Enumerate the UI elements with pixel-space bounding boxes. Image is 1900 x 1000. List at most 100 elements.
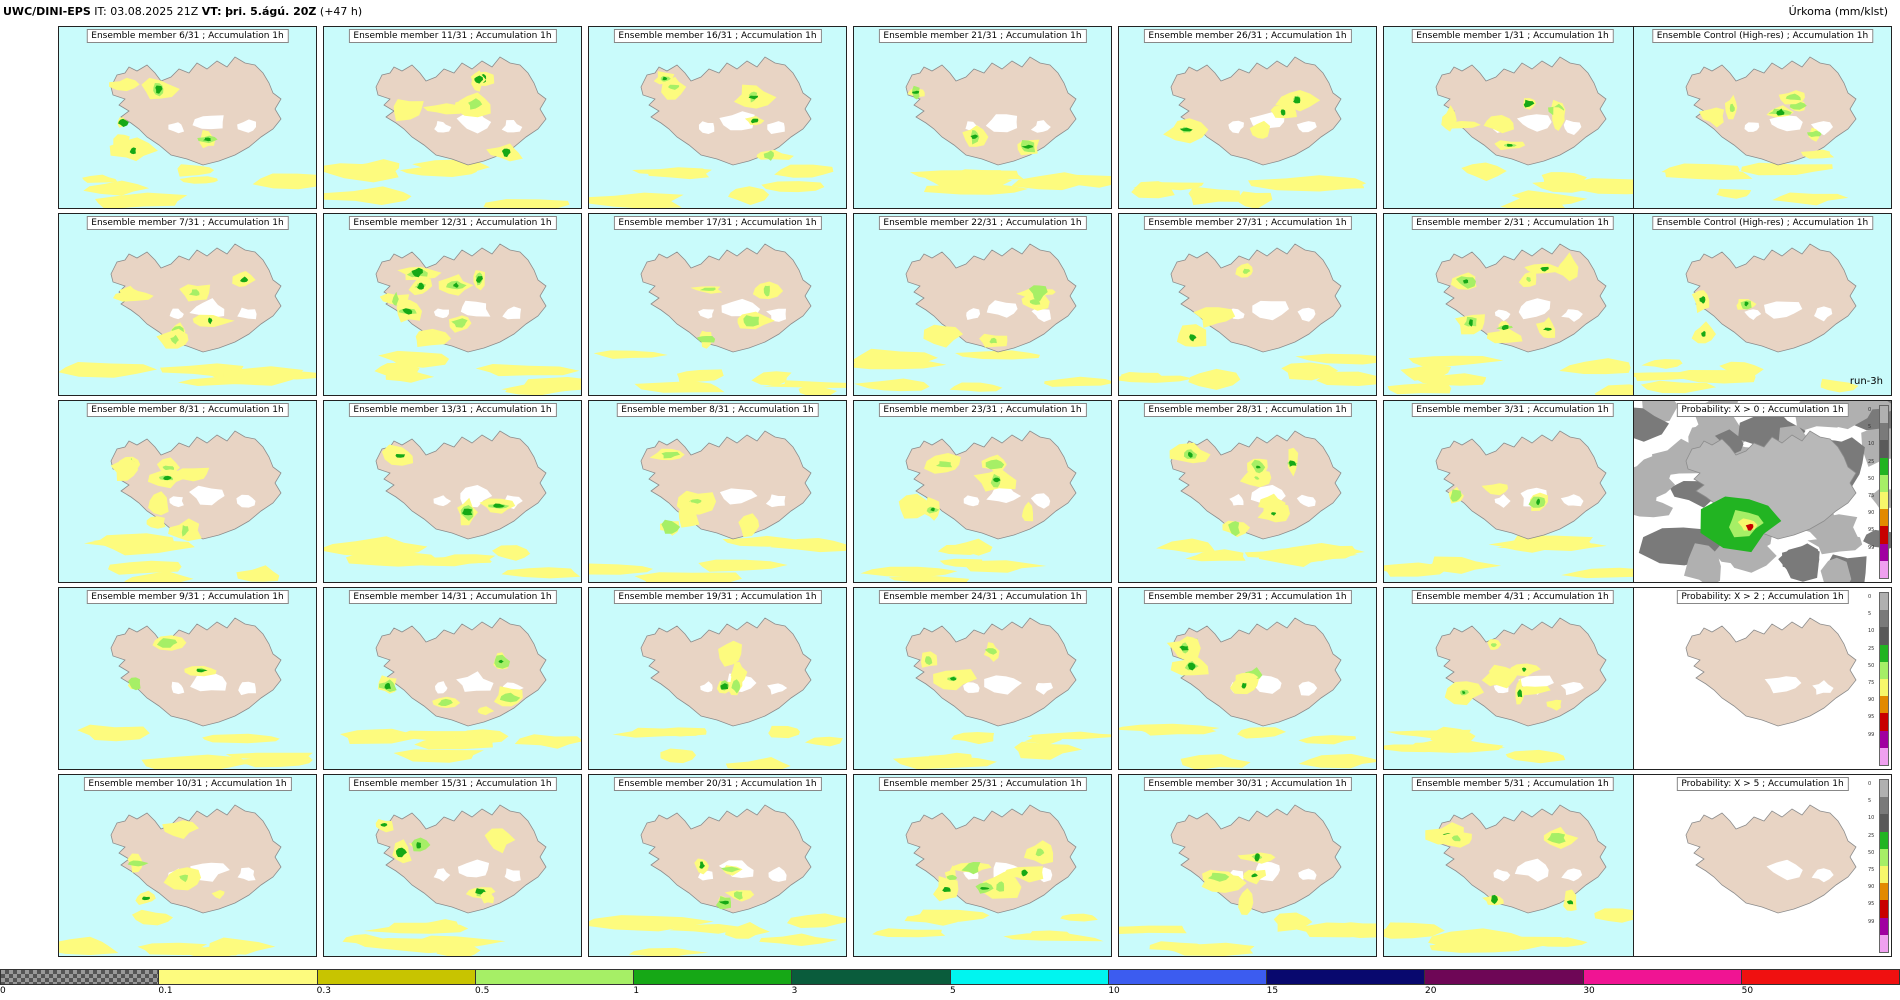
probability-legend-label: 90 — [1868, 884, 1875, 891]
probability-legend-label: 10 — [1868, 815, 1875, 822]
panel-title: Ensemble member 23/31 ; Accumulation 1h — [878, 403, 1087, 417]
ensemble-member-panel: Ensemble member 7/31 ; Accumulation 1h — [58, 213, 317, 396]
panel-title: Ensemble Control (High-res) ; Accumulati… — [1651, 29, 1874, 43]
precip-map — [59, 588, 316, 769]
probability-legend-swatch: 25 — [1868, 644, 1888, 662]
colorbar-swatch — [1583, 970, 1742, 984]
panel-title: Ensemble member 8/31 ; Accumulation 1h — [616, 403, 819, 417]
probability-legend-swatch: 10 — [1868, 627, 1888, 645]
probability-map — [1634, 588, 1891, 769]
ensemble-member-panel: Ensemble member 16/31 ; Accumulation 1h — [588, 26, 847, 209]
probability-legend-swatch — [1880, 560, 1888, 579]
ensemble-member-panel: Ensemble member 20/31 ; Accumulation 1h — [588, 774, 847, 957]
ensemble-member-panel: Ensemble member 13/31 ; Accumulation 1h — [323, 400, 582, 583]
probability-legend-label: 25 — [1868, 645, 1875, 652]
panel-title: Ensemble member 3/31 ; Accumulation 1h — [1411, 403, 1614, 417]
precip-map — [1119, 27, 1376, 208]
ensemble-member-panel: Ensemble member 9/31 ; Accumulation 1h — [58, 587, 317, 770]
ensemble-member-panel: Ensemble member 27/31 ; Accumulation 1h — [1118, 213, 1377, 396]
ensemble-member-panel: Ensemble member 29/31 ; Accumulation 1h — [1118, 587, 1377, 770]
precip-map — [1119, 401, 1376, 582]
probability-legend-swatch: 99 — [1868, 917, 1888, 935]
panel-title: Probability: X > 0 ; Accumulation 1h — [1676, 403, 1849, 417]
precip-map — [589, 27, 846, 208]
probability-legend-swatch: 95 — [1868, 900, 1888, 918]
forecast-info: UWC/DINI-EPS IT: 03.08.2025 21Z VT: þri.… — [3, 5, 362, 18]
probability-legend-label: 50 — [1868, 475, 1875, 482]
valid-time: þri. 5.ágú. 20Z — [225, 5, 317, 18]
panel-title: Ensemble member 14/31 ; Accumulation 1h — [348, 590, 557, 604]
ensemble-member-panel: Ensemble member 8/31 ; Accumulation 1h — [588, 400, 847, 583]
precip-map — [854, 401, 1111, 582]
panel-title: Ensemble member 22/31 ; Accumulation 1h — [878, 216, 1087, 230]
probability-legend-swatch: 25 — [1868, 457, 1888, 475]
panel-grid: Ensemble member 6/31 ; Accumulation 1h En… — [58, 26, 1892, 962]
ensemble-member-panel: Ensemble member 19/31 ; Accumulation 1h — [588, 587, 847, 770]
probability-legend-label: 99 — [1868, 918, 1875, 925]
ensemble-member-panel: Ensemble member 2/31 ; Accumulation 1h — [1383, 213, 1642, 396]
ensemble-member-panel: Ensemble member 11/31 ; Accumulation 1h — [323, 26, 582, 209]
probability-legend-swatch: 90 — [1868, 883, 1888, 901]
colorbar-label: 15 — [1266, 986, 1279, 996]
colorbar-label: 3 — [791, 986, 798, 996]
ensemble-member-panel: Ensemble member 25/31 ; Accumulation 1h — [853, 774, 1112, 957]
ensemble-member-panel: Ensemble Control (High-res) ; Accumulati… — [1633, 213, 1892, 396]
probability-legend-label: 50 — [1868, 662, 1875, 669]
probability-legend-label: 5 — [1868, 424, 1872, 431]
probability-legend-swatch: 75 — [1868, 866, 1888, 884]
probability-legend-label: 75 — [1868, 867, 1875, 874]
panel-title: Probability: X > 5 ; Accumulation 1h — [1676, 777, 1849, 791]
precip-map — [1384, 775, 1641, 956]
valid-time-label: VT: — [201, 5, 222, 18]
probability-legend-swatch: 95 — [1868, 526, 1888, 544]
probability-legend-label: 0 — [1868, 594, 1872, 600]
probability-legend-swatch: 99 — [1868, 730, 1888, 748]
ensemble-member-panel: Ensemble member 4/31 ; Accumulation 1h — [1383, 587, 1642, 770]
precip-colorbar — [0, 969, 1900, 985]
probability-legend-swatch: 50 — [1868, 661, 1888, 680]
probability-legend-swatch: 50 — [1868, 474, 1888, 493]
panel-title: Ensemble member 13/31 ; Accumulation 1h — [348, 403, 557, 417]
probability-legend: 0 5 10 25 50 75 90 95 99 — [1868, 405, 1889, 579]
probability-legend-label: 99 — [1868, 544, 1875, 551]
precip-map — [59, 214, 316, 395]
colorbar-swatch — [1267, 970, 1426, 984]
probability-legend-swatch — [1880, 934, 1888, 953]
precip-map — [854, 27, 1111, 208]
probability-panel: Probability: X > 0 ; Accumulation 1h 0 5 10… — [1633, 400, 1892, 583]
precip-map — [1384, 401, 1641, 582]
colorbar-label: 5 — [950, 986, 956, 996]
panel-title: Ensemble member 20/31 ; Accumulation 1h — [613, 777, 822, 791]
colorbar-swatch — [634, 970, 793, 984]
probability-legend-label: 95 — [1868, 714, 1875, 721]
probability-legend-swatch: 10 — [1868, 440, 1888, 458]
precip-map — [589, 214, 846, 395]
panel-title: Ensemble member 12/31 ; Accumulation 1h — [348, 216, 557, 230]
model-name: UWC/DINI-EPS — [3, 5, 91, 18]
precip-map — [854, 775, 1111, 956]
precip-map — [1119, 214, 1376, 395]
colorbar-swatch — [1, 970, 160, 984]
precip-map — [324, 588, 581, 769]
probability-legend-label: 90 — [1868, 697, 1875, 704]
panel-title: Ensemble member 1/31 ; Accumulation 1h — [1411, 29, 1614, 43]
probability-legend-swatch: 0 — [1868, 406, 1888, 424]
ensemble-member-panel: Ensemble member 14/31 ; Accumulation 1h — [323, 587, 582, 770]
probability-legend: 0 5 10 25 50 75 90 95 99 — [1868, 779, 1889, 953]
probability-map — [1634, 775, 1891, 956]
probability-legend-swatch: 5 — [1868, 423, 1888, 441]
probability-legend-label: 10 — [1868, 628, 1875, 635]
ensemble-member-panel: Ensemble member 26/31 ; Accumulation 1h — [1118, 26, 1377, 209]
colorbar-label: 50 — [1741, 986, 1754, 996]
probability-legend-label: 50 — [1868, 849, 1875, 856]
probability-legend-label: 90 — [1868, 510, 1875, 517]
probability-legend-label: 95 — [1868, 901, 1875, 908]
probability-legend-swatch: 10 — [1868, 814, 1888, 832]
init-time-label: IT: — [94, 5, 107, 18]
ensemble-member-panel: Ensemble member 22/31 ; Accumulation 1h — [853, 213, 1112, 396]
colorbar-label: 1 — [633, 986, 640, 996]
colorbar-label: 0 — [0, 986, 6, 996]
probability-legend-label: 5 — [1868, 798, 1872, 805]
precip-map — [324, 401, 581, 582]
panel-title: Ensemble member 15/31 ; Accumulation 1h — [348, 777, 557, 791]
